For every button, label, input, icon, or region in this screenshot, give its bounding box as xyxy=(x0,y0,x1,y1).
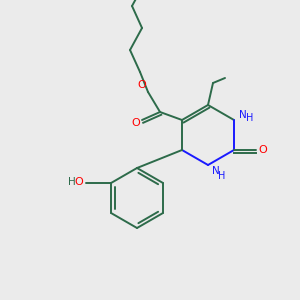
Text: O: O xyxy=(138,80,146,90)
Text: H: H xyxy=(218,171,226,181)
Text: N: N xyxy=(239,110,247,120)
Text: H: H xyxy=(68,177,76,187)
Text: H: H xyxy=(246,113,254,123)
Text: N: N xyxy=(212,166,220,176)
Text: O: O xyxy=(259,145,267,155)
Text: O: O xyxy=(75,177,83,187)
Text: O: O xyxy=(132,118,140,128)
